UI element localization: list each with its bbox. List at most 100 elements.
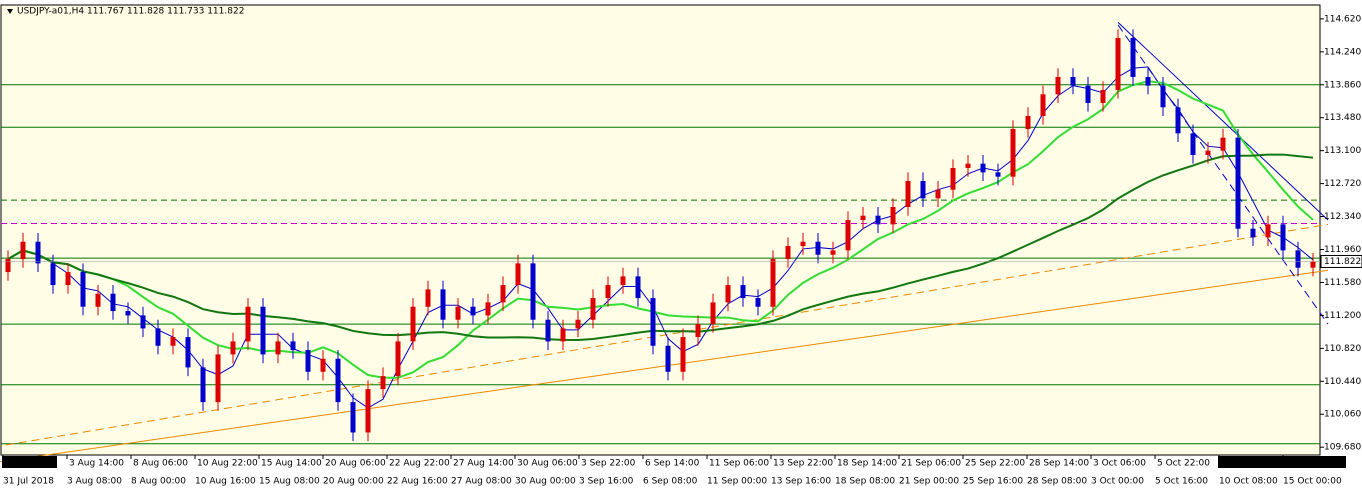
- candle-body: [1010, 128, 1016, 177]
- candle-body: [380, 376, 386, 390]
- y-tick-label: 114.240: [1324, 47, 1361, 57]
- plot-area: [0, 4, 1321, 456]
- candle-body: [1025, 115, 1031, 129]
- candle-body: [155, 328, 161, 346]
- candle-body: [500, 285, 506, 303]
- candle-body: [905, 181, 911, 208]
- x-tick-label: 11 Sep 06:00: [709, 459, 769, 469]
- candle-body: [1145, 76, 1151, 86]
- candle-body: [710, 302, 716, 325]
- y-tick-label: 112.340: [1324, 212, 1361, 222]
- x-tick-label: 25 Sep 22:00: [965, 459, 1025, 469]
- candle-body: [1235, 137, 1241, 229]
- x-tick-label-bottom: 28 Sep 08:00: [1027, 477, 1087, 487]
- trend-line: [1117, 21, 1329, 221]
- x-tick-label: 3 Sep 22:00: [581, 459, 636, 469]
- candle-body: [230, 341, 236, 355]
- x-label-bg: [1218, 456, 1282, 468]
- x-tick-label: 28 Sep 14:00: [1029, 459, 1089, 469]
- trend-line: [1117, 24, 1329, 325]
- candle-body: [95, 293, 101, 307]
- x-tick-label-bottom: 21 Sep 00:00: [899, 477, 959, 487]
- candle-body: [290, 341, 296, 351]
- candle-body: [170, 337, 176, 346]
- candle-body: [890, 207, 896, 225]
- candle-body: [935, 189, 941, 199]
- x-tick-label-bottom: 15 Aug 08:00: [259, 477, 320, 487]
- x-tick-label-bottom: 5 Oct 16:00: [1155, 477, 1208, 487]
- x-tick-label-bottom: 22 Aug 16:00: [387, 477, 448, 487]
- candle-body: [995, 172, 1001, 177]
- candle-body: [1265, 224, 1271, 238]
- candle-body: [200, 367, 206, 403]
- candle-body: [515, 263, 521, 286]
- candle-body: [1085, 85, 1091, 103]
- x-label-bg: [1282, 456, 1346, 468]
- candle-body: [950, 168, 956, 190]
- candle-body: [1130, 37, 1136, 77]
- candle-body: [65, 272, 71, 286]
- candle-body: [860, 215, 866, 221]
- x-tick-label: 3 Oct 06:00: [1093, 459, 1146, 469]
- x-tick-label: 5 Oct 22:00: [1157, 459, 1210, 469]
- x-tick-label-bottom: 11 Sep 00:00: [707, 477, 767, 487]
- x-tick-label-bottom: 3 Aug 08:00: [67, 477, 122, 487]
- candle-body: [20, 241, 26, 260]
- x-tick-label: 13 Sep 22:00: [773, 459, 833, 469]
- x-tick-label-bottom: 18 Sep 08:00: [835, 477, 895, 487]
- candle-body: [455, 306, 461, 320]
- candle-body: [770, 259, 776, 307]
- candle-body: [1295, 250, 1301, 268]
- candle-body: [140, 315, 146, 329]
- candle-body: [665, 345, 671, 372]
- x-tick-label: 10 Oct 14:00: [1221, 459, 1280, 469]
- candle-body: [215, 354, 221, 403]
- last-price-label: 111.822: [1324, 257, 1361, 267]
- candle-body: [260, 306, 266, 355]
- candle-body: [320, 358, 326, 372]
- candle-body: [185, 337, 191, 368]
- candle-body: [440, 289, 446, 320]
- candle-body: [1040, 94, 1046, 116]
- x-tick-label-bottom: 10 Aug 16:00: [195, 477, 256, 487]
- x-tick-label-bottom: 6 Sep 08:00: [643, 477, 698, 487]
- candle-body: [980, 163, 986, 173]
- x-tick-label: 22 Aug 22:00: [389, 459, 450, 469]
- candle-body: [800, 241, 806, 247]
- y-tick-label: 114.620: [1324, 14, 1361, 24]
- x-tick-label-bottom: 20 Aug 00:00: [323, 477, 384, 487]
- candle-body: [470, 306, 476, 316]
- y-tick-label: 112.720: [1324, 179, 1361, 189]
- candle-body: [605, 285, 611, 299]
- candle-body: [830, 250, 836, 255]
- y-tick-label: 109.680: [1324, 443, 1361, 453]
- candle-body: [1205, 150, 1211, 155]
- candle-body: [1055, 76, 1061, 95]
- candle-body: [635, 276, 641, 299]
- candle-body: [350, 402, 356, 433]
- trend-line: [0, 223, 1329, 447]
- candle-body: [725, 285, 731, 303]
- x-tick-label: 20 Aug 06:00: [325, 459, 386, 469]
- candle-body: [5, 259, 11, 273]
- y-tick-label: 110.440: [1324, 377, 1361, 387]
- candle-body: [305, 350, 311, 372]
- candle-body: [1070, 76, 1076, 86]
- y-tick-label: 111.200: [1324, 311, 1361, 321]
- header: USDJPY-a01,H4 111.767 111.828 111.733 11…: [17, 7, 244, 17]
- candle-body: [785, 246, 791, 260]
- x-tick-label: 3 Aug 14:00: [69, 459, 124, 469]
- axes: 114.620 114.240 113.860 113.480 113.100 112.7…: [1, 14, 1362, 487]
- moving-average: [7, 66, 1314, 409]
- candle-body: [365, 389, 371, 433]
- x-tick-label: 21 Sep 06:00: [901, 459, 961, 469]
- candle-body: [1220, 137, 1226, 151]
- candle-body: [530, 263, 536, 320]
- x-tick-label: 30 Aug 06:00: [517, 459, 578, 469]
- candle-body: [1100, 89, 1106, 103]
- x-tick-label-bottom: 25 Sep 16:00: [963, 477, 1023, 487]
- x-tick-label: 27 Aug 14:00: [453, 459, 514, 469]
- menu-arrow: [7, 9, 13, 14]
- candle-body: [545, 319, 551, 342]
- candle-body: [335, 358, 341, 403]
